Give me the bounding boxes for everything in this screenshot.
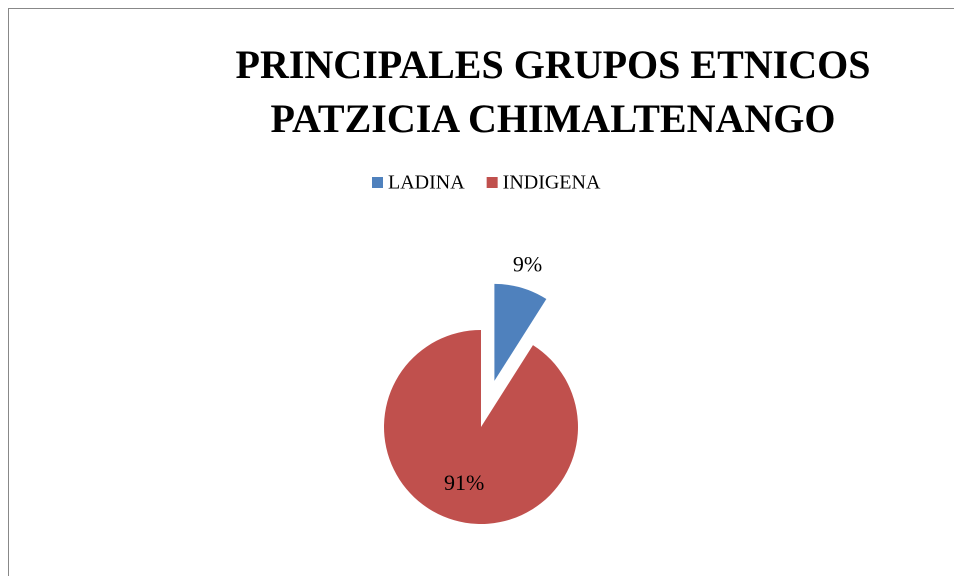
pie-slice	[383, 329, 578, 524]
legend-swatch	[486, 177, 498, 188]
pie-slice	[494, 283, 547, 381]
legend-swatch	[372, 177, 383, 188]
chart-title: PRINCIPALES GRUPOS ETNICOS PATZICIA CHIM…	[235, 42, 871, 141]
chart-frame	[8, 8, 954, 576]
legend-label: INDIGENA	[503, 172, 601, 194]
data-label: 9%	[513, 252, 542, 277]
legend-label: LADINA	[388, 172, 465, 194]
data-label: 91%	[444, 470, 484, 495]
